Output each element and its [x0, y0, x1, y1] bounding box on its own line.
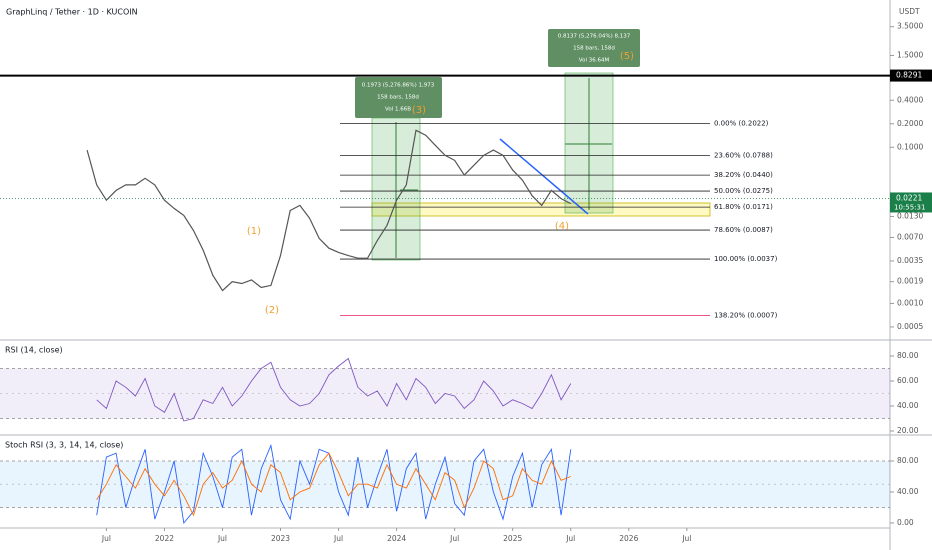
currency-label: USDT: [899, 7, 920, 16]
y-tick-label: 40.00: [897, 487, 919, 496]
wave-label: (4): [555, 221, 569, 232]
fib-label: 61.80% (0.0171): [714, 203, 773, 211]
chart-title: GraphLinq / Tether · 1D · KUCOIN: [6, 8, 138, 17]
y-tick-label: 60.00: [897, 376, 919, 385]
y-tick-label: 80.00: [897, 351, 919, 360]
series-line: [86, 129, 572, 292]
fib-label: 78.60% (0.0087): [714, 226, 773, 234]
x-tick-label: 2022: [155, 534, 174, 543]
y-tick-label: 0.2000: [897, 119, 923, 128]
measure-tooltip: [548, 29, 640, 67]
y-tick-label: 1.5000: [897, 50, 923, 59]
measure-text: 158 bars, 158d: [377, 95, 419, 101]
fib-label: 50.00% (0.0275): [714, 187, 773, 195]
x-tick-label: 2026: [619, 534, 638, 543]
x-tick-label: Jul: [449, 534, 459, 543]
fib-label: 100.00% (0.0037): [714, 255, 778, 263]
series-line: [96, 443, 572, 525]
fib-label: 138.20% (0.0007): [714, 312, 778, 320]
measure-text: 0.8137 (5,276.04%) 8,137: [558, 34, 631, 40]
wave-label: (3): [412, 105, 426, 116]
x-tick-label: Jul: [217, 534, 227, 543]
y-tick-label: 0.4000: [897, 95, 923, 104]
y-tick-label: 0.0130: [897, 211, 923, 220]
y-tick-label: 0.1000: [897, 142, 923, 151]
y-tick-label: 0.0035: [897, 256, 923, 265]
x-tick-label: Jul: [565, 534, 575, 543]
y-tick-label: 3.5000: [897, 22, 923, 31]
last-price-badge: [890, 192, 932, 213]
y-tick-label: 20.00: [897, 426, 919, 435]
y-tick-label: 0.0019: [897, 277, 923, 286]
indicator-title: RSI (14, close): [5, 346, 63, 355]
trend-line: [499, 138, 589, 215]
y-tick-label: 0.0010: [897, 298, 923, 307]
last-price-label: 0.0221: [896, 193, 922, 202]
x-tick-label: 2025: [503, 534, 522, 543]
x-tick-label: Jul: [681, 534, 691, 543]
price-badge: [890, 69, 932, 82]
x-tick-label: Jul: [333, 534, 343, 543]
drawings: 0.1973 (5,276.86%) 1,973 158 bars, 158d …: [247, 29, 711, 316]
y-tick-label: 0.0070: [897, 232, 923, 241]
measure-text: Vol 1.66B: [385, 107, 411, 113]
series-line: [96, 357, 572, 422]
measure-text: Vol 36.64M: [579, 58, 610, 64]
series-line: [96, 452, 571, 517]
wave-label: (2): [265, 305, 279, 316]
y-tick-label: 40.00: [897, 401, 919, 410]
x-tick-label: 2023: [271, 534, 290, 543]
wave-label: (1): [247, 226, 261, 237]
fib-label: 23.60% (0.0788): [714, 151, 773, 159]
indicator-title: Stoch RSI (3, 3, 14, 14, close): [5, 441, 123, 450]
y-tick-label: 0.00: [897, 518, 914, 527]
x-tick-label: 2024: [387, 534, 406, 543]
measure-tooltip: [355, 77, 442, 118]
wave-label: (5): [620, 51, 634, 62]
fib-label: 0.00% (0.2022): [714, 119, 769, 127]
y-tick-label: 80.00: [897, 456, 919, 465]
x-tick-label: Jul: [101, 534, 111, 543]
countdown-label: 10:55:31: [894, 203, 925, 211]
price-badge-label: 0.8291: [896, 71, 922, 80]
y-tick-label: 0.0005: [897, 322, 923, 331]
measure-text: 0.1973 (5,276.86%) 1,973: [362, 83, 435, 89]
measure-text: 158 bars, 158d: [573, 46, 615, 52]
fib-label: 38.20% (0.0440): [714, 171, 773, 179]
